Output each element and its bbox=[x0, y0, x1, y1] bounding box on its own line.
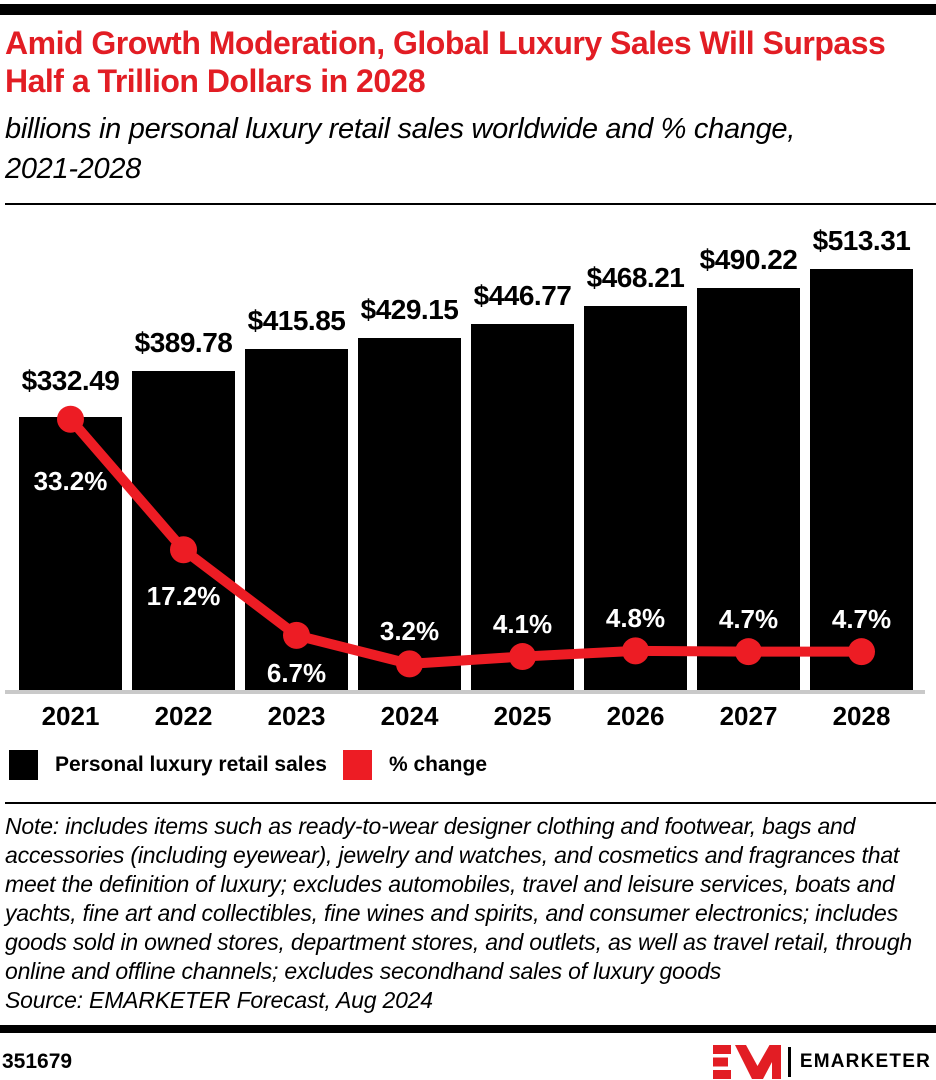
legend-item-bar-series: Personal luxury retail sales bbox=[9, 749, 327, 780]
logo-divider bbox=[787, 1046, 791, 1077]
bar-value-label-2021: $332.49 bbox=[21, 365, 120, 397]
bar-2025 bbox=[471, 323, 574, 690]
bar-value-label-2025: $446.77 bbox=[473, 279, 572, 311]
top-accent-bar bbox=[0, 4, 936, 15]
bar-2028 bbox=[810, 269, 913, 690]
chart-subtitle: billions in personal luxury retail sales… bbox=[5, 112, 796, 185]
x-axis-label-2025: 2025 bbox=[493, 700, 552, 731]
line-point-2027 bbox=[735, 637, 762, 665]
x-axis-label-2028: 2028 bbox=[832, 700, 891, 731]
pct-change-label-2025: 4.1% bbox=[492, 609, 553, 640]
note-text: Note: includes items such as ready-to-we… bbox=[5, 812, 913, 984]
bar-series-swatch bbox=[9, 749, 38, 780]
pct-change-label-2023: 6.7% bbox=[266, 657, 327, 688]
x-axis-label-2023: 2023 bbox=[267, 700, 326, 731]
pct-change-label-2021: 33.2% bbox=[33, 465, 108, 496]
chart-title: Amid Growth Moderation, Global Luxury Sa… bbox=[5, 25, 886, 99]
bar-value-label-2027: $490.22 bbox=[699, 244, 798, 276]
x-axis-label-2022: 2022 bbox=[154, 700, 213, 731]
source-text: Source: EMARKETER Forecast, Aug 2024 bbox=[5, 986, 433, 1013]
bar-2027 bbox=[697, 288, 800, 690]
x-axis-label-2026: 2026 bbox=[606, 700, 665, 731]
line-point-2024 bbox=[396, 649, 423, 677]
legend-item-line-series: % change bbox=[342, 749, 488, 780]
bar-value-label-2024: $429.15 bbox=[360, 294, 459, 326]
footnote-block: Note: includes items such as ready-to-we… bbox=[5, 812, 931, 1017]
line-series-swatch bbox=[342, 749, 372, 780]
emarketer-logo: EMARKETER bbox=[712, 1044, 931, 1079]
pct-change-line bbox=[66, 415, 862, 669]
bar-value-label-2026: $468.21 bbox=[586, 262, 685, 294]
footnote-divider bbox=[5, 801, 936, 804]
chart-id: 351679 bbox=[2, 1049, 73, 1073]
x-axis-label-2024: 2024 bbox=[380, 700, 439, 731]
legend-label-line-series: % change bbox=[388, 752, 488, 776]
pct-change-label-2024: 3.2% bbox=[379, 616, 440, 647]
line-point-2025 bbox=[509, 642, 536, 670]
bar-2024 bbox=[358, 338, 461, 690]
header-divider bbox=[5, 202, 936, 205]
line-point-2022 bbox=[170, 535, 197, 563]
line-point-2023 bbox=[283, 621, 310, 649]
logo-wordmark: EMARKETER bbox=[799, 1050, 931, 1072]
x-axis-line bbox=[5, 689, 925, 694]
x-axis-label-2021: 2021 bbox=[41, 700, 100, 731]
plot-area: $332.49 33.2% $389.78 17.2% $415.85 6.7% $429.… bbox=[5, 225, 936, 694]
bar-2022 bbox=[132, 370, 235, 690]
pct-change-label-2026: 4.8% bbox=[605, 603, 666, 634]
x-axis-label-2027: 2027 bbox=[719, 700, 778, 731]
line-point-2028 bbox=[848, 637, 875, 665]
line-point-2026 bbox=[622, 636, 649, 664]
combo-chart: $332.49 33.2% $389.78 17.2% $415.85 6.7% $429.… bbox=[5, 225, 936, 736]
pct-change-line-overlay bbox=[57, 405, 875, 677]
page-content: Amid Growth Moderation, Global Luxury Sa… bbox=[0, 25, 936, 1017]
footer: 351679 EMARKETER bbox=[0, 1033, 936, 1079]
legend-label-bar-series: Personal luxury retail sales bbox=[55, 752, 327, 776]
footer-accent-bar bbox=[0, 1024, 936, 1033]
pct-change-label-2022: 17.2% bbox=[146, 581, 221, 612]
emarketer-logo-mark-icon bbox=[712, 1044, 781, 1079]
bar-value-label-2028: $513.31 bbox=[812, 225, 911, 257]
chart-legend: Personal luxury retail sales % change bbox=[9, 749, 931, 780]
bar-value-label-2022: $389.78 bbox=[134, 326, 233, 358]
bar-2026 bbox=[584, 306, 687, 690]
pct-change-label-2027: 4.7% bbox=[718, 604, 779, 635]
pct-change-label-2028: 4.7% bbox=[831, 604, 892, 635]
bar-value-label-2023: $415.85 bbox=[247, 305, 346, 337]
line-point-2021 bbox=[57, 405, 84, 433]
